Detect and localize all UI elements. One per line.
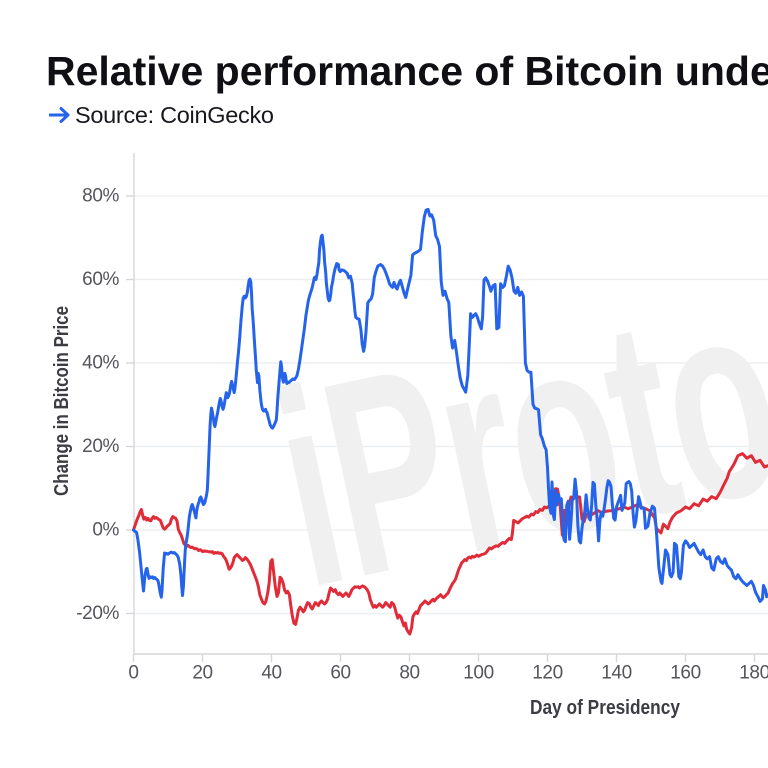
svg-text:60: 60 (330, 663, 350, 684)
svg-text:100: 100 (463, 663, 494, 684)
svg-text:160: 160 (670, 663, 701, 684)
svg-text:-20%: -20% (76, 603, 119, 624)
svg-text:Change in Bitcoin Price: Change in Bitcoin Price (51, 306, 73, 496)
svg-text:40: 40 (261, 663, 281, 684)
svg-text:140: 140 (601, 663, 632, 684)
svg-text:20%: 20% (82, 436, 119, 457)
svg-text:120: 120 (532, 663, 563, 684)
svg-text:80%: 80% (82, 186, 119, 207)
svg-text:Day of Presidency: Day of Presidency (530, 697, 681, 719)
svg-text:40%: 40% (82, 353, 119, 374)
svg-text:80: 80 (399, 663, 419, 684)
svg-text:20: 20 (192, 663, 212, 684)
svg-text:0: 0 (128, 663, 138, 684)
svg-text:0%: 0% (92, 520, 119, 541)
svg-text:60%: 60% (82, 269, 119, 290)
svg-text:180: 180 (739, 663, 768, 684)
